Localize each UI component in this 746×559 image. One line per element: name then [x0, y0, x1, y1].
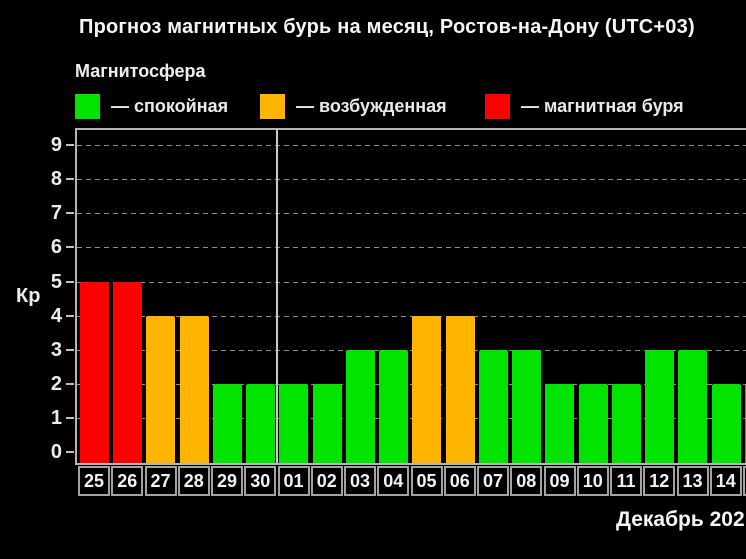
bar-day-14	[711, 383, 741, 463]
plot-border-bottom	[75, 463, 746, 465]
legend-swatch-calm	[75, 93, 100, 119]
y-tick-mark-5	[66, 280, 74, 283]
y-tick-label-7: 7	[50, 202, 62, 225]
y-tick-mark-0	[66, 451, 74, 453]
y-tick-mark-9	[66, 144, 74, 147]
x-label-10: 10	[576, 466, 609, 496]
gridline-kp-4	[77, 315, 746, 317]
y-tick-mark-6	[66, 246, 74, 249]
x-label-09: 09	[543, 466, 576, 496]
x-label-11: 11	[610, 466, 642, 496]
x-label-27: 27	[144, 466, 177, 496]
y-axis: 0 1 2 3 4 5 6 7 8 9	[0, 130, 77, 470]
month-label: Декабрь 202	[616, 508, 745, 531]
plot-border-top	[75, 128, 746, 130]
bar-day-26	[113, 281, 143, 463]
bar-day-07	[478, 349, 508, 463]
gridline-kp-5	[77, 281, 746, 283]
legend-label-storm: — магнитная буря	[521, 95, 684, 116]
x-label-13: 13	[676, 466, 709, 496]
x-label-14: 14	[709, 466, 742, 496]
y-tick-mark-3	[66, 348, 74, 351]
bar-day-11	[611, 383, 641, 463]
plot-border-left	[75, 128, 77, 465]
x-label-06: 06	[443, 466, 476, 496]
legend-item-calm: — спокойная	[75, 93, 228, 119]
bar-day-13	[678, 349, 708, 463]
bar-day-02	[312, 383, 342, 463]
bar-day-05	[412, 315, 442, 463]
gridline-kp-6	[77, 247, 746, 249]
chart-title: Прогноз магнитных бурь на месяц, Ростов-…	[79, 16, 695, 38]
y-tick-label-0: 0	[50, 441, 62, 463]
bar-day-04	[379, 349, 409, 463]
bar-day-06	[445, 315, 475, 463]
bar-day-12	[645, 349, 675, 463]
x-label-08: 08	[510, 466, 543, 496]
gridline-kp-3	[77, 349, 746, 351]
bar-day-09	[545, 383, 575, 463]
y-tick-label-3: 3	[50, 338, 62, 361]
y-tick-mark-4	[66, 314, 74, 317]
legend-item-storm: — магнитная буря	[485, 93, 684, 119]
bar-day-08	[512, 349, 542, 463]
x-label-29: 29	[211, 466, 243, 496]
legend-swatch-excited	[260, 93, 285, 119]
bar-day-30	[246, 383, 276, 463]
plot-area	[77, 130, 746, 463]
gridline-kp-2	[77, 383, 746, 385]
y-axis-title: Кр	[16, 285, 41, 307]
x-label-03: 03	[344, 466, 376, 496]
gridline-kp-9	[77, 145, 746, 147]
bar-day-25	[79, 281, 109, 463]
y-tick-mark-1	[66, 416, 74, 419]
x-label-01: 01	[277, 466, 310, 496]
y-tick-label-4: 4	[50, 304, 62, 327]
x-label-12: 12	[643, 466, 676, 496]
y-tick-label-5: 5	[50, 270, 62, 293]
bar-day-01	[279, 383, 309, 463]
x-label-26: 26	[111, 466, 144, 496]
y-tick-label-9: 9	[50, 134, 62, 157]
legend-label-calm: — спокойная	[111, 95, 229, 116]
bar-day-partial	[744, 383, 746, 463]
legend-label-excited: — возбужденная	[296, 95, 447, 116]
bar-day-03	[345, 349, 375, 463]
y-tick-label-8: 8	[50, 168, 62, 191]
y-tick-mark-8	[66, 178, 74, 181]
y-tick-mark-7	[66, 212, 74, 215]
x-label-07: 07	[477, 466, 509, 496]
y-tick-label-2: 2	[50, 372, 62, 395]
bar-day-29	[212, 383, 242, 463]
gridline-kp-7	[77, 213, 746, 215]
bar-day-10	[578, 383, 608, 463]
x-label-25: 25	[78, 466, 110, 496]
gridline-kp-1	[77, 417, 746, 419]
y-tick-label-1: 1	[50, 406, 62, 429]
bar-day-27	[146, 315, 176, 463]
y-tick-mark-2	[66, 382, 74, 385]
x-label-partial	[743, 466, 746, 496]
legend-item-excited: — возбужденная	[260, 93, 447, 119]
y-tick-label-6: 6	[50, 236, 62, 259]
x-label-30: 30	[244, 466, 277, 496]
legend-swatch-storm	[485, 93, 510, 119]
bar-day-28	[179, 315, 209, 463]
x-axis: 25 26 27 28 29 30 01 02 03 04 05 06 07 08 09 10 11 12 13 14	[78, 466, 746, 500]
x-label-04: 04	[377, 466, 410, 496]
x-label-28: 28	[177, 466, 210, 496]
month-divider-line	[276, 130, 278, 463]
x-label-02: 02	[310, 466, 343, 496]
legend-title: Магнитосфера	[75, 61, 206, 81]
x-label-05: 05	[410, 466, 443, 496]
gridline-kp-8	[77, 179, 746, 181]
